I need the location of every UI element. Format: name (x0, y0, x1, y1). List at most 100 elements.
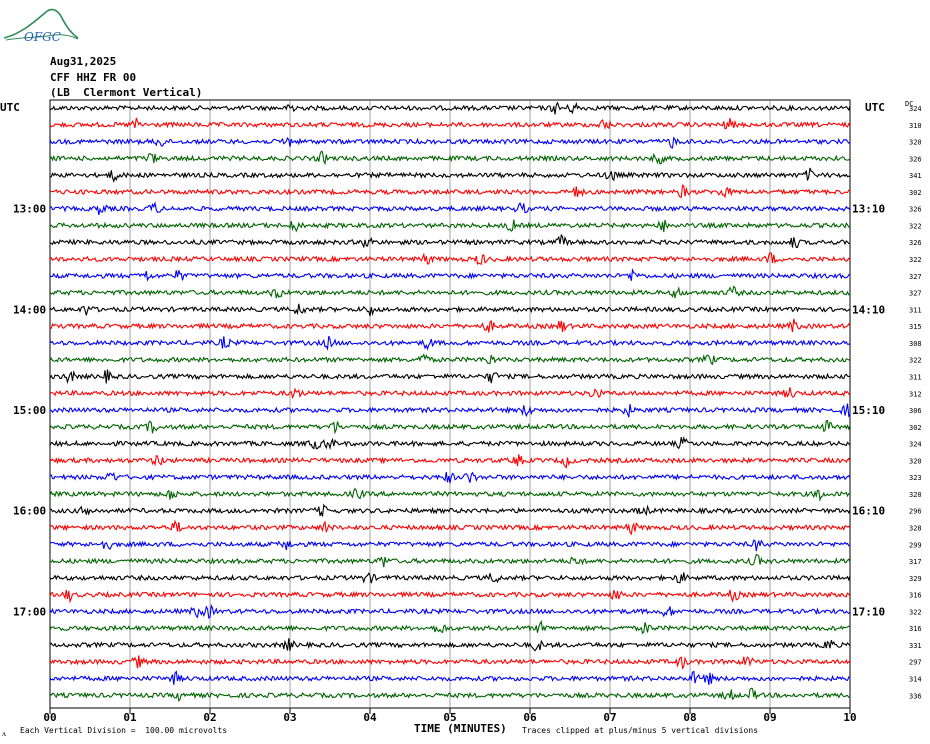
dc-offset-label: 326 (909, 155, 922, 163)
trace-line (49, 117, 851, 131)
dc-offset-label: 324 (909, 105, 922, 113)
dc-offset-label: 322 (909, 608, 922, 616)
dc-offset-label: 310 (909, 122, 922, 130)
trace-line (49, 403, 851, 418)
x-tick-label: 07 (603, 711, 616, 724)
dc-offset-label: 324 (909, 441, 922, 449)
trace-line (49, 655, 851, 670)
dc-offset-label: 320 (909, 139, 922, 147)
logo-mountain-icon (3, 8, 79, 39)
dc-offset-label: 317 (909, 558, 922, 566)
trace-line (49, 503, 851, 517)
dc-offset-label: 322 (909, 222, 922, 230)
dc-offset-label: 341 (909, 172, 922, 180)
x-tick-label: 04 (363, 711, 377, 724)
trace-line (49, 184, 851, 199)
dc-offset-label: 299 (909, 541, 922, 549)
trace-line (49, 201, 851, 216)
trace-line (49, 136, 851, 149)
trace-line (49, 233, 851, 249)
trace-line (49, 369, 851, 385)
trace-line (49, 589, 851, 604)
trace-line (49, 454, 851, 469)
dc-offset-label: 296 (909, 508, 922, 516)
dc-offset-label: 306 (909, 407, 922, 415)
left-time-label: 16:00 (13, 505, 46, 518)
trace-line (49, 670, 851, 685)
trace-line (49, 252, 851, 266)
x-tick-label: 10 (843, 711, 856, 724)
dc-offset-label: 327 (909, 273, 922, 281)
trace-line (49, 553, 851, 568)
right-time-label: 15:10 (852, 404, 885, 417)
right-time-label: 17:10 (852, 605, 885, 618)
trace-line (49, 638, 851, 652)
dc-offset-label: 327 (909, 290, 922, 298)
dc-offset-label: 316 (909, 592, 922, 600)
left-time-label: 17:00 (13, 605, 46, 618)
trace-line (49, 101, 851, 115)
dc-offset-label: 320 (909, 491, 922, 499)
dc-offset-label: 315 (909, 323, 922, 331)
clip-note: Traces clipped at plus/minus 5 vertical … (522, 726, 759, 735)
left-time-label: 14:00 (13, 303, 46, 316)
x-tick-label: 05 (443, 711, 456, 724)
right-axis-label: UTC (865, 101, 885, 114)
trace-line (49, 519, 851, 536)
dc-offset-label: 311 (909, 306, 922, 314)
trace-line (49, 267, 851, 282)
dc-offset-label: 329 (909, 575, 922, 583)
trace-line (49, 619, 851, 635)
dc-offset-label: 322 (909, 357, 922, 365)
trace-line (49, 387, 851, 400)
trace-line (49, 353, 851, 366)
x-tick-label: 00 (43, 711, 56, 724)
dc-offset-label: 316 (909, 625, 922, 633)
trace-line (49, 303, 851, 317)
left-axis-label: UTC (0, 101, 20, 114)
dc-offset-label: 311 (909, 373, 922, 381)
dc-offset-label: 336 (909, 692, 922, 700)
dc-offset-label: 331 (909, 642, 922, 650)
trace-line (49, 687, 851, 703)
dc-offset-label: 326 (909, 239, 922, 247)
header-date: Aug31,2025 (50, 55, 117, 68)
dc-offset-label: 326 (909, 206, 922, 214)
trace-line (49, 335, 851, 352)
x-axis-title: TIME (MINUTES) (414, 722, 507, 735)
header-location: (LB Clermont Vertical) (50, 86, 203, 99)
right-time-label: 14:10 (852, 303, 885, 316)
dc-offset-label: 308 (909, 340, 922, 348)
dc-offset-label: 328 (909, 525, 922, 533)
scale-note: Each Vertical Division = 100.00 microvol… (20, 726, 228, 735)
trace-line (49, 435, 851, 451)
logo-text: OFGC (24, 30, 61, 44)
dc-offset-label: 320 (909, 457, 922, 465)
trace-line (49, 167, 851, 184)
x-tick-label: 03 (283, 711, 296, 724)
trace-line (49, 285, 851, 299)
ofgc-logo: OFGC (3, 8, 79, 44)
trace-line (49, 539, 851, 552)
corner-mark: ᴧ (2, 729, 6, 738)
trace-line (49, 150, 851, 166)
dc-offset-label: 322 (909, 256, 922, 264)
dc-offset-label: 297 (909, 659, 922, 667)
x-tick-label: 02 (203, 711, 216, 724)
trace-line (49, 471, 851, 484)
dc-offset-label: 312 (909, 390, 922, 398)
dc-offset-label: 302 (909, 424, 922, 432)
dc-offset-label: 314 (909, 676, 922, 684)
left-time-label: 15:00 (13, 404, 46, 417)
dc-offset-label: 323 (909, 474, 922, 482)
trace-line (49, 487, 851, 502)
x-tick-label: 06 (523, 711, 537, 724)
right-time-label: 16:10 (852, 505, 885, 518)
trace-line (49, 603, 851, 619)
dc-label: DC (905, 100, 913, 108)
trace-line (49, 318, 851, 333)
left-time-label: 13:00 (13, 203, 46, 216)
header-station: CFF HHZ FR 00 (50, 71, 137, 84)
x-tick-label: 08 (683, 711, 696, 724)
